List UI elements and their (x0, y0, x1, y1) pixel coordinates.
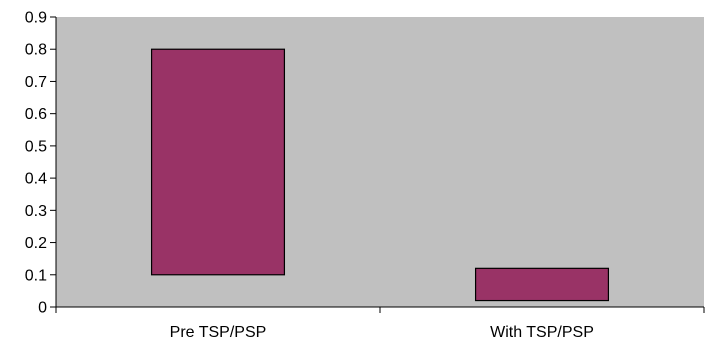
y-tick-label: 0.1 (25, 267, 47, 284)
bar (150, 48, 286, 276)
x-axis-category-labels: Pre TSP/PSP With TSP/PSP (170, 324, 594, 341)
y-tick-label: 0.2 (25, 235, 47, 252)
y-tick-label: 0.6 (25, 106, 47, 123)
y-tick-label: 0 (38, 300, 47, 317)
y-tick-label: 0.4 (25, 171, 47, 188)
bar (474, 267, 610, 302)
y-tick-label: 0.7 (25, 74, 47, 91)
x-category-label: With TSP/PSP (490, 324, 594, 341)
y-tick-label: 0.8 (25, 42, 47, 59)
x-axis-ticks (55, 307, 705, 313)
y-tick-label: 0.3 (25, 203, 47, 220)
y-tick-label: 0.5 (25, 138, 47, 155)
x-category-label: Pre TSP/PSP (170, 324, 267, 341)
bars (150, 48, 610, 302)
y-axis-ticks (50, 16, 56, 308)
y-axis-tick-labels: 0 0.1 0.2 0.3 0.4 0.5 0.6 0.7 0.8 0.9 (25, 10, 47, 317)
y-tick-label: 0.9 (25, 10, 47, 27)
